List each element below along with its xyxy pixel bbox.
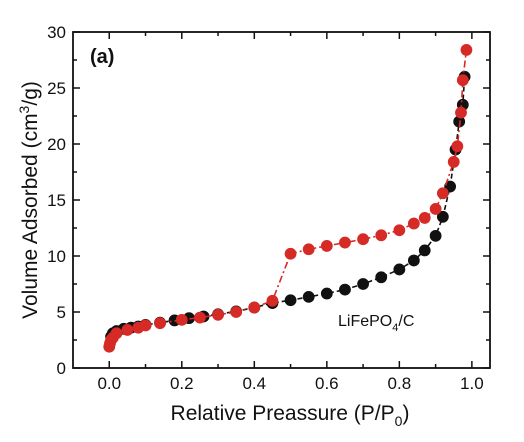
x-tick-label: 0.8: [388, 374, 412, 393]
data-point-0: [357, 278, 369, 290]
data-point-0: [320, 287, 333, 300]
y-axis-title: Volume Adsorbed (cm3/g): [16, 81, 42, 319]
y-tick-label: 20: [47, 135, 66, 154]
data-point-1: [436, 187, 449, 200]
data-point-1: [447, 156, 460, 168]
x-tick-label: 1.0: [460, 374, 484, 393]
data-point-0: [375, 271, 388, 284]
data-point-1: [393, 224, 406, 237]
data-point-1: [212, 308, 224, 321]
axes: 0.0 0.2 0.4 0.6 0.8 1.0 0 5 10 15 20 25 30: [47, 23, 491, 393]
data-point-1: [154, 317, 166, 330]
data-point-0: [284, 294, 297, 307]
data-point-1: [320, 240, 333, 252]
x-tick-label: 0.2: [170, 374, 194, 393]
data-point-0: [429, 229, 442, 242]
x-tick-label: 0.6: [315, 374, 339, 393]
data-point-1: [121, 324, 134, 336]
data-point-1: [455, 106, 467, 119]
data-point-1: [407, 217, 420, 230]
axes-frame: [72, 31, 491, 369]
y-axis-title-main: Volume Adsorbed (cm: [19, 113, 42, 318]
data-point-1: [194, 311, 206, 324]
y-axis-title-superscript: 3: [16, 105, 32, 113]
y-tick-label: 10: [47, 247, 66, 266]
data-point-1: [266, 294, 279, 307]
data-point-1: [460, 44, 473, 56]
data-point-1: [230, 306, 243, 318]
x-axis-title: Relative Preassure (P/P0): [171, 402, 410, 429]
data-point-1: [451, 140, 464, 153]
x-tick-label: 0.0: [97, 374, 121, 393]
data-point-1: [139, 319, 152, 332]
data-point-1: [302, 243, 315, 256]
data-point-0: [444, 180, 457, 193]
y-tick-label: 30: [47, 23, 66, 42]
data-point-1: [456, 74, 469, 87]
x-axis-title-main: Relative Preassure (P/P: [171, 402, 395, 425]
data-point-1: [339, 236, 351, 249]
y-tick-label: 25: [47, 79, 66, 98]
data-point-0: [393, 263, 406, 276]
sample-label: LiFePO4/C: [338, 313, 414, 334]
data-point-1: [284, 247, 297, 260]
x-axis-title-end: ): [402, 402, 409, 425]
x-tick-label: 0.4: [242, 374, 266, 393]
data-point-0: [339, 283, 351, 296]
x-axis-title-subscript: 0: [395, 413, 403, 429]
sample-label-main: LiFePO: [338, 313, 392, 330]
panel-label: (a): [90, 46, 114, 68]
sample-label-end: /C: [398, 313, 414, 330]
y-tick-label: 0: [57, 359, 66, 378]
data-point-0: [418, 244, 431, 257]
data-point-1: [110, 327, 123, 340]
data-point-0: [436, 210, 449, 223]
y-tick-label: 5: [57, 303, 66, 322]
data-point-1: [175, 313, 188, 326]
data-point-1: [248, 301, 261, 314]
y-axis-title-end: /g): [19, 81, 42, 106]
data-point-1: [357, 233, 369, 246]
data-point-1: [418, 212, 431, 224]
data-point-0: [407, 254, 420, 267]
sample-label-subscript: 4: [392, 322, 398, 334]
data-point-0: [302, 290, 315, 303]
y-tick-label: 15: [47, 191, 66, 210]
series-layer: [103, 44, 473, 353]
data-point-1: [429, 203, 442, 215]
data-point-1: [375, 229, 388, 242]
